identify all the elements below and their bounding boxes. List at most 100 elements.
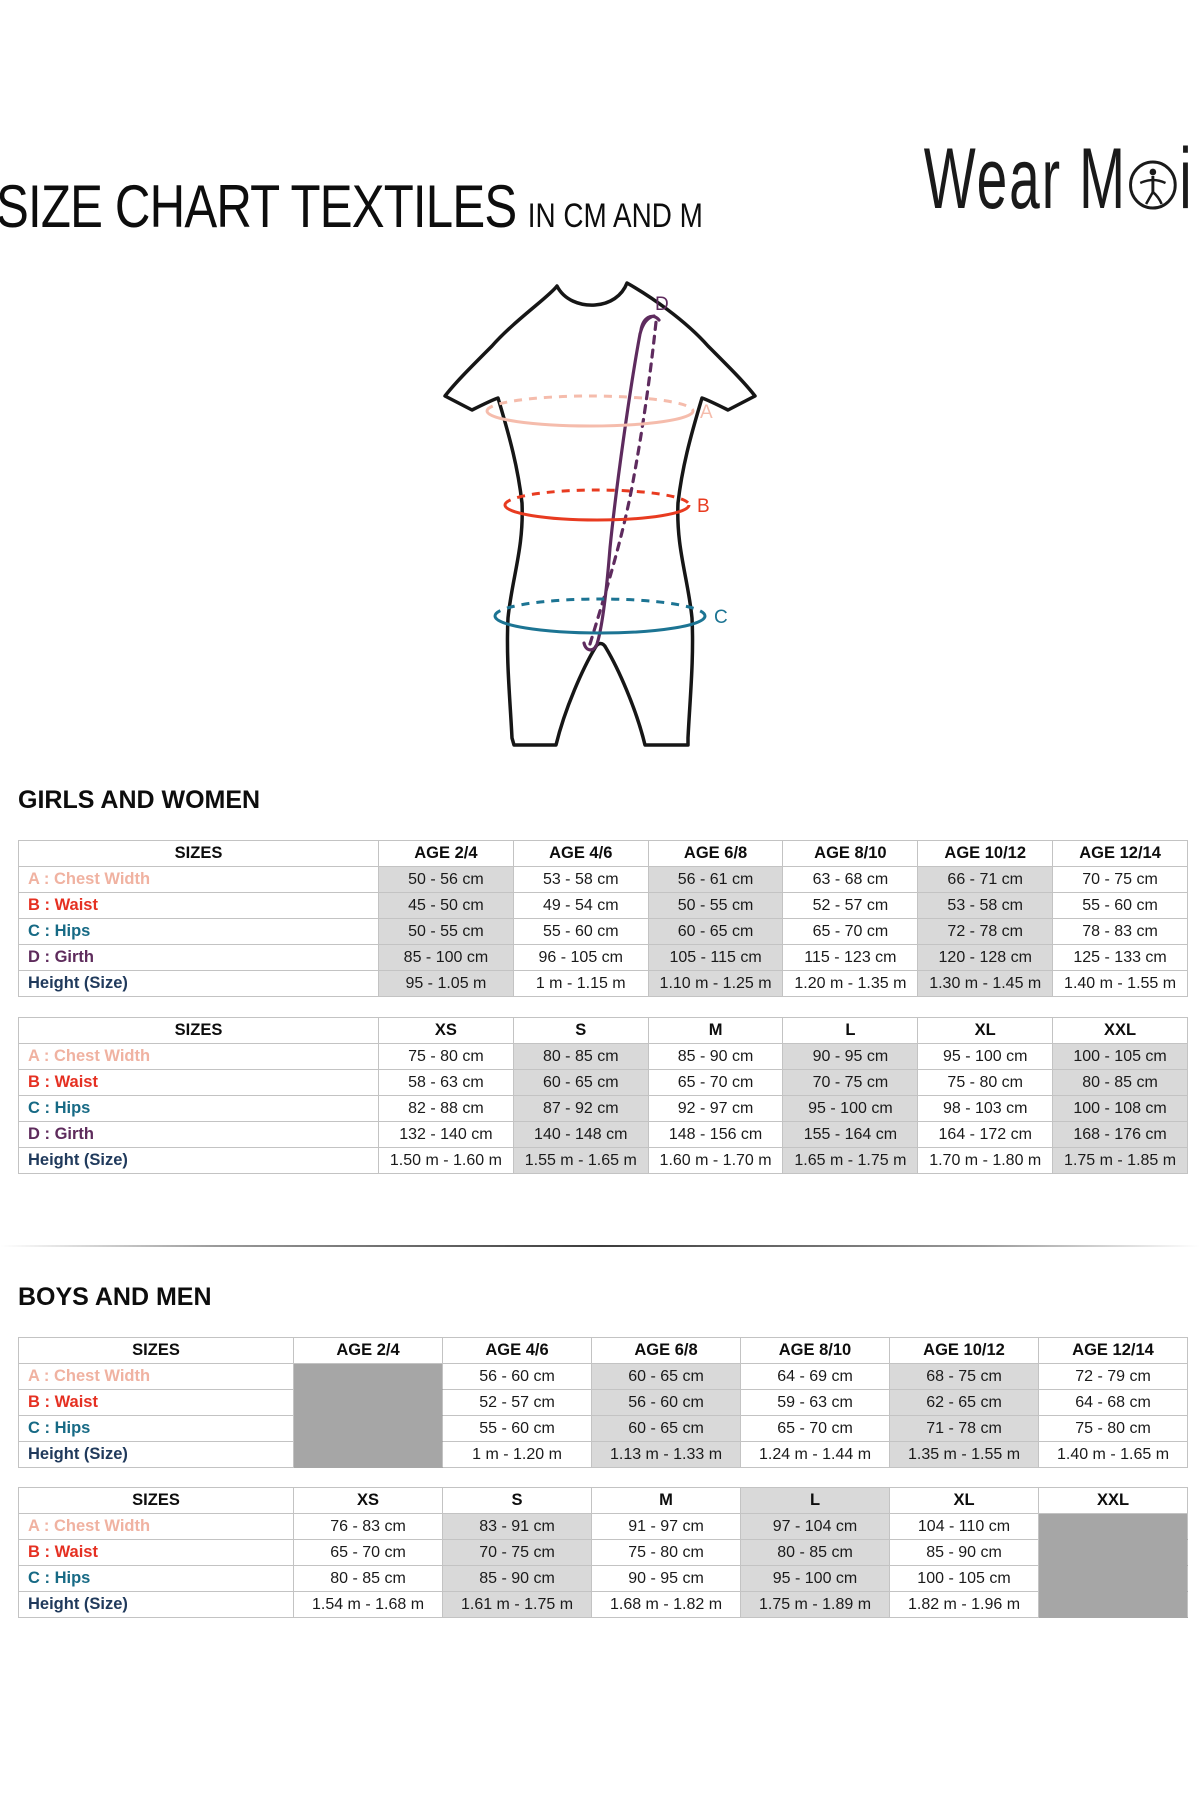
table-header-row: SIZES AGE 2/4 AGE 4/6 AGE 6/8 AGE 8/10 AGE 10… [18, 840, 1188, 867]
section-heading-girls-and-women: GIRLS AND WOMEN [18, 786, 261, 814]
size-value-cell: 1.40 m - 1.65 m [1038, 1441, 1188, 1468]
size-value-cell: 115 - 123 cm [782, 944, 919, 971]
size-value-cell: 1.10 m - 1.25 m [647, 970, 784, 997]
measurement-row-label: B : Waist [18, 1539, 294, 1566]
size-value-cell: 55 - 60 cm [512, 918, 649, 945]
measurement-row: A : Chest Width 50 - 56 cm 53 - 58 cm 56 - … [18, 866, 1188, 893]
measurement-row: B : Waist 65 - 70 cm 70 - 75 cm 75 - 80 cm 8… [18, 1539, 1188, 1566]
size-value-cell: 1.35 m - 1.55 m [889, 1441, 1039, 1468]
no-data-cell [293, 1415, 443, 1442]
section-divider-line [0, 1245, 1200, 1247]
measurement-row: B : Waist 45 - 50 cm 49 - 54 cm 50 - 55 cm 5… [18, 892, 1188, 919]
measurement-row: B : Waist 52 - 57 cm 56 - 60 cm 59 - 63 cm 6… [18, 1389, 1188, 1416]
size-column-header-l: L [740, 1487, 890, 1514]
size-column-header-age-8-10: AGE 8/10 [740, 1337, 890, 1364]
size-value-cell: 65 - 70 cm [740, 1415, 890, 1442]
size-value-cell: 148 - 156 cm [647, 1121, 784, 1148]
body-measurement-diagram: D A B C [443, 281, 757, 747]
size-column-header-age-4-6: AGE 4/6 [512, 840, 649, 867]
size-value-cell: 95 - 1.05 m [378, 970, 514, 997]
size-column-header-m: M [591, 1487, 741, 1514]
size-value-cell: 70 - 75 cm [442, 1539, 592, 1566]
page-title: SIZE CHART TEXTILES IN CM AND M [0, 172, 703, 241]
size-value-cell: 155 - 164 cm [782, 1121, 919, 1148]
sizes-column-header: SIZES [18, 1017, 379, 1044]
size-value-cell: 98 - 103 cm [917, 1095, 1054, 1122]
measurement-row: A : Chest Width 76 - 83 cm 83 - 91 cm 91 - … [18, 1513, 1188, 1540]
measurement-row-label: C : Hips [18, 1415, 294, 1442]
size-value-cell: 59 - 63 cm [740, 1389, 890, 1416]
size-value-cell: 80 - 85 cm [1052, 1069, 1188, 1096]
size-value-cell: 65 - 70 cm [647, 1069, 784, 1096]
size-value-cell: 97 - 104 cm [740, 1513, 890, 1540]
size-value-cell: 64 - 69 cm [740, 1363, 890, 1390]
waist-measure-b: B [503, 488, 710, 522]
measurement-row: C : Hips 55 - 60 cm 60 - 65 cm 65 - 70 cm 71… [18, 1415, 1188, 1442]
size-value-cell: 92 - 97 cm [647, 1095, 784, 1122]
size-value-cell: 95 - 100 cm [740, 1565, 890, 1592]
waist-label-b: B [697, 496, 710, 517]
size-value-cell: 71 - 78 cm [889, 1415, 1039, 1442]
chest-measure-a: A [485, 394, 713, 428]
size-column-header-s: S [512, 1017, 649, 1044]
size-value-cell: 76 - 83 cm [293, 1513, 443, 1540]
size-value-cell: 65 - 70 cm [782, 918, 919, 945]
size-column-header-age-4-6: AGE 4/6 [442, 1337, 592, 1364]
waist-ellipse-back-dashed [503, 488, 691, 506]
size-value-cell: 58 - 63 cm [378, 1069, 514, 1096]
size-column-header-age-6-8: AGE 6/8 [647, 840, 784, 867]
size-value-cell: 95 - 100 cm [782, 1095, 919, 1122]
no-data-cell [1038, 1539, 1188, 1566]
size-column-header-age-2-4: AGE 2/4 [293, 1337, 443, 1364]
size-value-cell: 60 - 65 cm [512, 1069, 649, 1096]
measurement-row-label: Height (Size) [18, 1147, 379, 1174]
size-value-cell: 56 - 61 cm [647, 866, 784, 893]
size-value-cell: 82 - 88 cm [378, 1095, 514, 1122]
chest-ellipse-back-dashed [485, 394, 695, 412]
size-column-header-xs: XS [378, 1017, 514, 1044]
hips-label-c: C [714, 607, 728, 628]
size-value-cell: 1.82 m - 1.96 m [889, 1591, 1039, 1618]
size-value-cell: 120 - 128 cm [917, 944, 1054, 971]
wear-moi-logo: Wear M i [924, 136, 1194, 222]
size-value-cell: 65 - 70 cm [293, 1539, 443, 1566]
girth-line-back-dashed [588, 320, 658, 646]
size-value-cell: 60 - 65 cm [591, 1415, 741, 1442]
size-column-header-age-10-12: AGE 10/12 [889, 1337, 1039, 1364]
size-value-cell: 140 - 148 cm [512, 1121, 649, 1148]
no-data-cell [293, 1363, 443, 1390]
size-column-header-m: M [647, 1017, 784, 1044]
size-value-cell: 53 - 58 cm [917, 892, 1054, 919]
measurement-row-label: Height (Size) [18, 1441, 294, 1468]
size-value-cell: 60 - 65 cm [647, 918, 784, 945]
size-value-cell: 168 - 176 cm [1052, 1121, 1188, 1148]
size-value-cell: 1.50 m - 1.60 m [378, 1147, 514, 1174]
section-heading-boys-and-men: BOYS AND MEN [18, 1283, 212, 1311]
measurement-row-label: D : Girth [18, 944, 379, 971]
sizes-column-header: SIZES [18, 840, 379, 867]
size-value-cell: 1.75 m - 1.89 m [740, 1591, 890, 1618]
measurement-row-label: C : Hips [18, 1095, 379, 1122]
girls-women-letter-size-table: SIZES XS S M L XL XXL A : Chest Width 75 - 80 cm… [18, 1017, 1188, 1174]
size-column-header-age-10-12: AGE 10/12 [917, 840, 1054, 867]
measurement-row: Height (Size) 1.50 m - 1.60 m 1.55 m - 1.6… [18, 1147, 1188, 1174]
girth-label-d: D [655, 294, 669, 315]
measurement-row: D : Girth 85 - 100 cm 96 - 105 cm 105 - 115… [18, 944, 1188, 971]
size-column-header-age-8-10: AGE 8/10 [782, 840, 919, 867]
size-value-cell: 55 - 60 cm [442, 1415, 592, 1442]
size-value-cell: 1.24 m - 1.44 m [740, 1441, 890, 1468]
size-column-header-age-6-8: AGE 6/8 [591, 1337, 741, 1364]
size-value-cell: 1.54 m - 1.68 m [293, 1591, 443, 1618]
measurement-row: Height (Size) 1.54 m - 1.68 m 1.61 m - 1.7… [18, 1591, 1188, 1618]
size-value-cell: 52 - 57 cm [442, 1389, 592, 1416]
size-value-cell: 85 - 90 cm [647, 1043, 784, 1070]
size-column-header-age-2-4: AGE 2/4 [378, 840, 514, 867]
size-value-cell: 80 - 85 cm [293, 1565, 443, 1592]
size-column-header-s: S [442, 1487, 592, 1514]
size-value-cell: 1.20 m - 1.35 m [782, 970, 919, 997]
measurement-row: C : Hips 82 - 88 cm 87 - 92 cm 92 - 97 cm 95… [18, 1095, 1188, 1122]
size-value-cell: 70 - 75 cm [782, 1069, 919, 1096]
no-data-cell [1038, 1591, 1188, 1618]
measurement-row-label: A : Chest Width [18, 866, 379, 893]
